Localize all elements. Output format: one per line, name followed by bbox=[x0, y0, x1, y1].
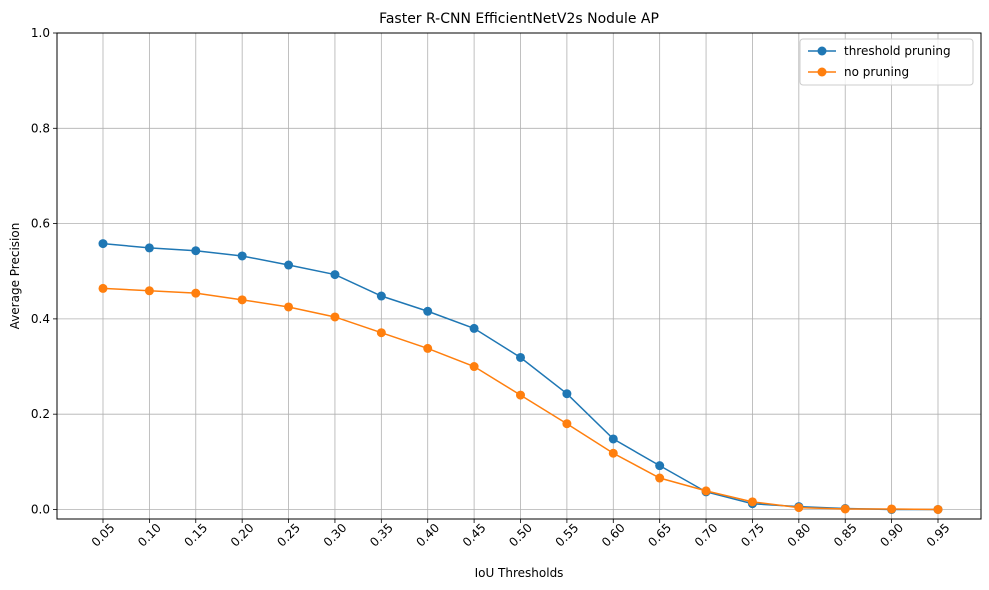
plot-frame bbox=[56, 32, 982, 520]
data-point bbox=[747, 497, 757, 507]
data-point bbox=[237, 295, 247, 305]
data-point bbox=[608, 448, 618, 458]
legend-label: no pruning bbox=[844, 65, 909, 79]
data-point bbox=[191, 288, 201, 298]
data-point bbox=[469, 323, 479, 333]
y-tick-label: 0.0 bbox=[31, 502, 50, 516]
chart-title: Faster R-CNN EfficientNetV2s Nodule AP bbox=[379, 11, 659, 27]
y-tick-label: 0.4 bbox=[31, 312, 50, 326]
y-tick-label: 0.2 bbox=[31, 407, 50, 421]
legend-label: threshold pruning bbox=[844, 44, 951, 58]
legend: threshold pruning no pruning bbox=[799, 38, 974, 86]
data-point bbox=[284, 302, 294, 312]
data-point bbox=[655, 473, 665, 483]
x-axis-label: IoU Thresholds bbox=[475, 566, 564, 580]
data-point bbox=[701, 486, 711, 496]
data-point bbox=[330, 312, 340, 322]
data-point bbox=[376, 328, 386, 338]
y-axis: 0.0 0.2 0.4 0.6 0.8 1.0 bbox=[31, 26, 57, 516]
data-point bbox=[423, 343, 433, 353]
data-point bbox=[98, 283, 108, 293]
data-point bbox=[887, 504, 897, 514]
data-point bbox=[144, 286, 154, 296]
data-point bbox=[516, 390, 525, 400]
data-point bbox=[191, 246, 201, 256]
data-point bbox=[284, 260, 294, 270]
data-point bbox=[516, 352, 525, 362]
data-point bbox=[655, 461, 665, 471]
legend-marker bbox=[817, 67, 827, 77]
grid bbox=[57, 32, 981, 519]
y-axis-label: Average Precision bbox=[8, 223, 22, 330]
data-point bbox=[608, 434, 618, 444]
y-tick-label: 0.8 bbox=[31, 121, 50, 135]
data-point bbox=[330, 270, 340, 280]
data-point bbox=[794, 503, 804, 513]
data-point bbox=[376, 291, 386, 301]
y-tick-label: 0.6 bbox=[31, 217, 50, 231]
data-point bbox=[840, 504, 850, 514]
legend-box bbox=[799, 38, 974, 86]
series-layer bbox=[98, 239, 943, 514]
data-point bbox=[98, 239, 108, 249]
series-1 bbox=[98, 283, 943, 514]
data-point bbox=[423, 306, 433, 316]
legend-marker bbox=[817, 46, 827, 56]
data-point bbox=[144, 243, 154, 253]
data-point bbox=[933, 504, 943, 514]
data-point bbox=[469, 362, 479, 372]
data-point bbox=[562, 419, 572, 429]
data-point bbox=[237, 251, 247, 261]
y-tick-label: 1.0 bbox=[31, 26, 50, 40]
data-point bbox=[562, 389, 572, 399]
